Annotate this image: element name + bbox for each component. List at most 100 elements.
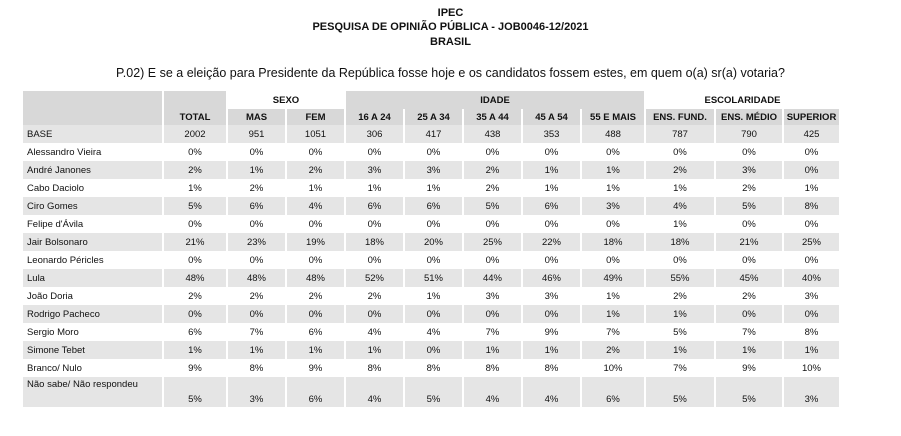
value-cell: 2%: [162, 161, 227, 179]
value-cell: 52%: [344, 269, 404, 287]
row-label: Branco/ Nulo: [27, 362, 82, 374]
value-cell: 4%: [521, 377, 581, 407]
value-cell: 2%: [714, 287, 783, 305]
value-cell: 3%: [521, 287, 581, 305]
table-row: BASE 2002 951 1051 306 417 438 353 488 787 790 425: [23, 125, 839, 143]
corner-header-cell: [23, 91, 163, 125]
value-cell: 417: [403, 125, 463, 143]
value-cell: 306: [344, 125, 404, 143]
value-cell: 6%: [162, 323, 227, 341]
value-cell: 18%: [580, 233, 645, 251]
row-label: Ciro Gomes: [23, 197, 163, 215]
value-cell: 25%: [462, 233, 522, 251]
value-cell: 4%: [644, 197, 715, 215]
value-cell: 6%: [521, 197, 581, 215]
value-cell: 0%: [162, 251, 227, 269]
value-cell: 951: [226, 125, 286, 143]
report-region-title: BRASIL: [430, 36, 471, 48]
value-cell: 48%: [285, 269, 345, 287]
value-cell: 0%: [782, 305, 839, 323]
value-cell: 8%: [462, 359, 522, 377]
value-cell: 1%: [580, 305, 645, 323]
column-header: 55 E MAIS: [580, 109, 645, 125]
row-label: BASE: [23, 125, 163, 143]
value-cell: 21%: [714, 233, 783, 251]
value-cell: 488: [580, 125, 645, 143]
total-group-header: [162, 91, 227, 109]
value-cell: 0%: [644, 143, 715, 161]
value-cell: 6%: [285, 377, 345, 407]
row-label: Alessandro Vieira: [27, 146, 102, 158]
value-cell: 2%: [580, 341, 645, 359]
value-cell: 2%: [462, 161, 522, 179]
value-cell: 7%: [644, 359, 715, 377]
value-cell: 1%: [521, 341, 581, 359]
value-cell: 44%: [462, 269, 522, 287]
value-cell: 1%: [403, 287, 463, 305]
value-cell: 0%: [344, 215, 404, 233]
value-cell: 0%: [644, 251, 715, 269]
value-cell: 23%: [226, 233, 286, 251]
value-cell: 0%: [403, 341, 463, 359]
table-row: Lula 48% 48% 48% 52% 51% 44% 46% 49% 55% 45% 40%: [23, 269, 839, 287]
group-header-escolaridade: ESCOLARIDADE: [644, 91, 839, 109]
value-cell: 5%: [462, 197, 522, 215]
value-cell: 2%: [644, 161, 715, 179]
column-header: TOTAL: [162, 109, 227, 125]
value-cell: 5%: [714, 377, 783, 407]
value-cell: 3%: [580, 197, 645, 215]
report-org-title: IPEC: [437, 7, 464, 19]
value-cell: 3%: [344, 161, 404, 179]
value-cell: 0%: [462, 251, 522, 269]
value-cell: 1%: [644, 341, 715, 359]
value-cell: 3%: [226, 377, 286, 407]
value-cell: 2%: [285, 161, 345, 179]
value-cell: 3%: [403, 161, 463, 179]
value-cell: 1%: [162, 179, 227, 197]
value-cell: 0%: [226, 251, 286, 269]
value-cell: 0%: [462, 215, 522, 233]
value-cell: 0%: [162, 215, 227, 233]
value-cell: 0%: [403, 305, 463, 323]
value-cell: 1%: [782, 179, 839, 197]
table-row: Não sabe/ Não respondeu 5% 3% 6% 4% 5% 4% 4% 6% 5…: [23, 377, 839, 407]
value-cell: 10%: [580, 359, 645, 377]
value-cell: 0%: [714, 215, 783, 233]
value-cell: 4%: [344, 377, 404, 407]
value-cell: 7%: [580, 323, 645, 341]
value-cell: 438: [462, 125, 522, 143]
value-cell: 2%: [714, 179, 783, 197]
value-cell: 0%: [462, 305, 522, 323]
value-cell: 3%: [462, 287, 522, 305]
value-cell: 1%: [226, 341, 286, 359]
value-cell: 2%: [226, 287, 286, 305]
table-row: Cabo Daciolo 1% 2% 1% 1% 1% 2% 1% 1% 1% 2% 1%: [23, 179, 839, 197]
value-cell: 0%: [580, 143, 645, 161]
value-cell: 4%: [462, 377, 522, 407]
value-cell: 0%: [162, 143, 227, 161]
column-header: SUPERIOR: [782, 109, 839, 125]
row-label: João Doria: [27, 290, 73, 302]
value-cell: 51%: [403, 269, 463, 287]
value-cell: 0%: [580, 251, 645, 269]
question-text: P.02) E se a eleição para Presidente da …: [116, 66, 785, 80]
value-cell: 787: [644, 125, 715, 143]
value-cell: 49%: [580, 269, 645, 287]
value-cell: 22%: [521, 233, 581, 251]
value-cell: 9%: [714, 359, 783, 377]
column-header: FEM: [285, 109, 345, 125]
value-cell: 1051: [285, 125, 345, 143]
value-cell: 353: [521, 125, 581, 143]
value-cell: 3%: [782, 377, 839, 407]
value-cell: 790: [714, 125, 783, 143]
table-row: Rodrigo Pacheco 0% 0% 0% 0% 0% 0% 0% 1% 1% 0% 0%: [23, 305, 839, 323]
value-cell: 4%: [344, 323, 404, 341]
value-cell: 5%: [644, 323, 715, 341]
value-cell: 0%: [521, 305, 581, 323]
value-cell: 8%: [403, 359, 463, 377]
value-cell: 6%: [403, 197, 463, 215]
value-cell: 0%: [403, 143, 463, 161]
row-label: Leonardo Péricles: [27, 254, 104, 266]
value-cell: 0%: [462, 143, 522, 161]
value-cell: 2%: [162, 287, 227, 305]
